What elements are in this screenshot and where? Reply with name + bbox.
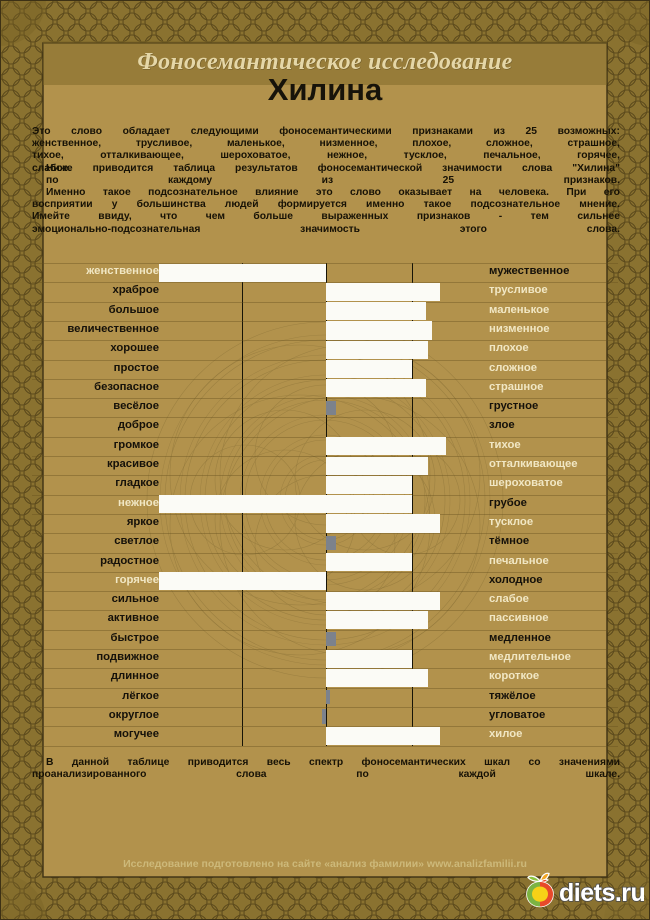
svg-text:diets.ru: diets.ru <box>559 879 644 907</box>
